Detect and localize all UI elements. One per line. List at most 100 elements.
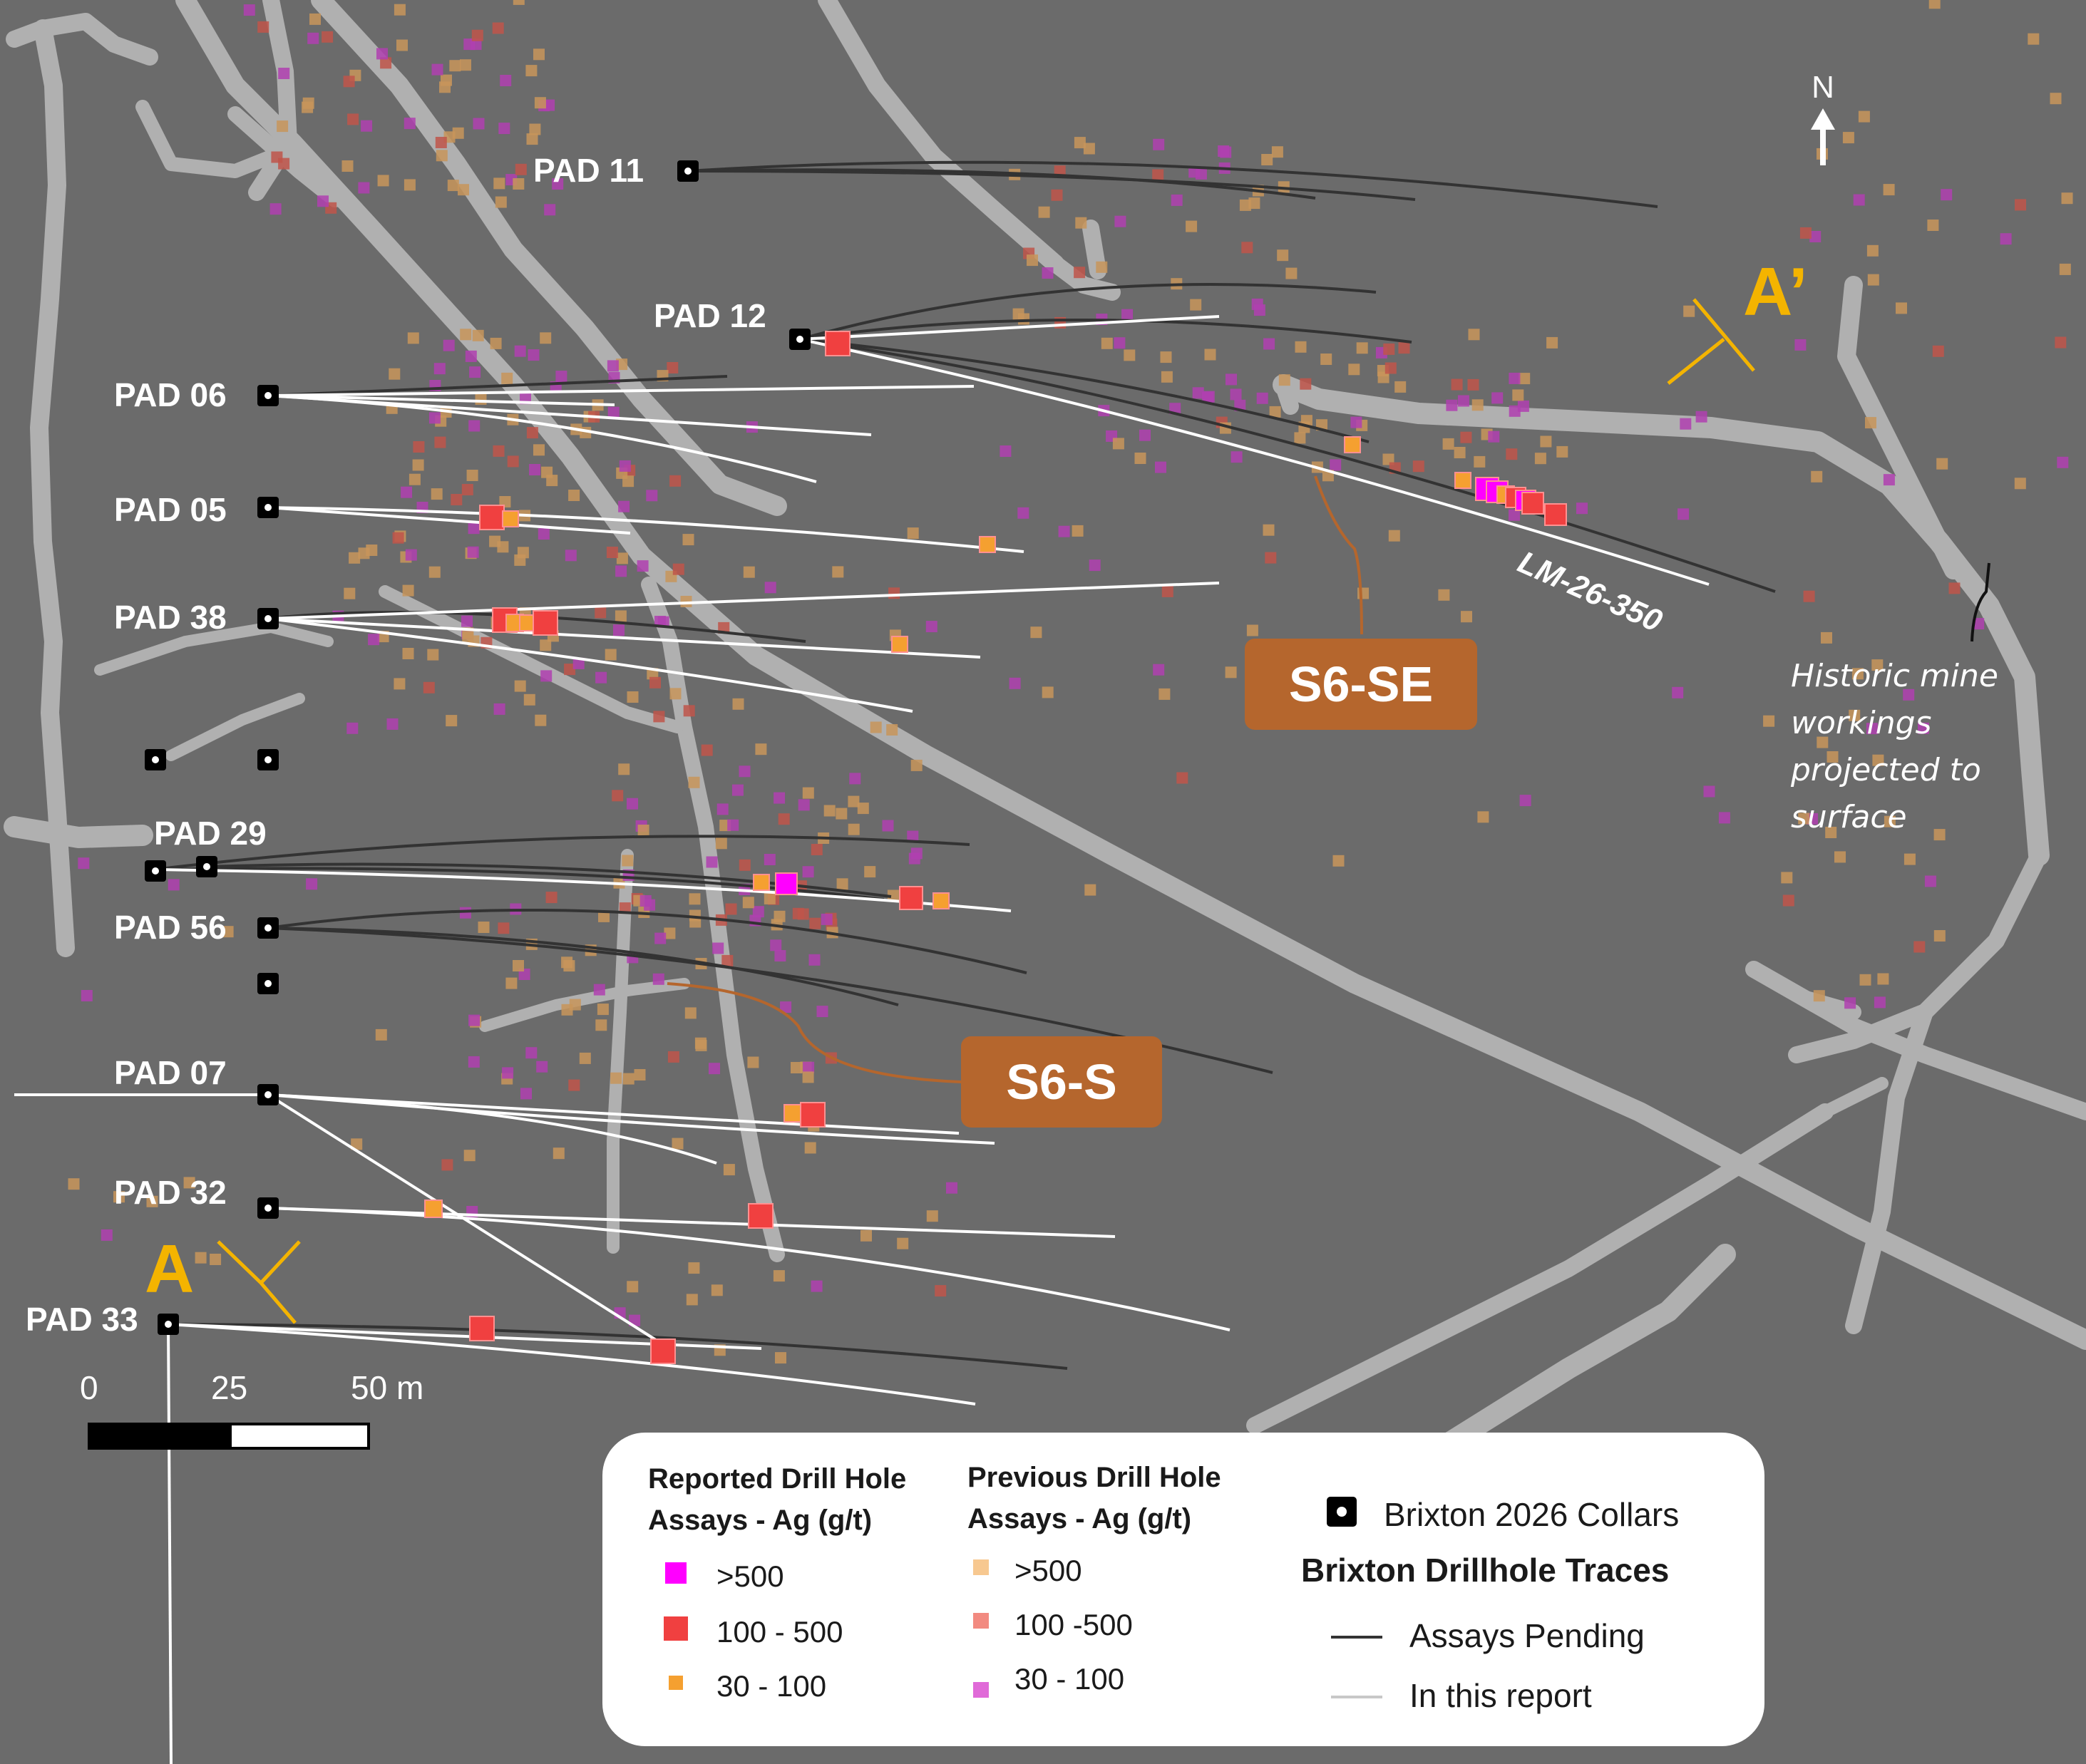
previous-assay [413, 441, 425, 453]
previous-assay [396, 39, 408, 51]
previous-assay [405, 549, 417, 561]
previous-assay [528, 349, 540, 361]
workings-segment [227, 106, 343, 207]
previous-assay [1826, 751, 1839, 763]
previous-assay [618, 763, 630, 775]
previous-assay [565, 550, 577, 562]
previous-assay [497, 541, 509, 553]
previous-assay [449, 60, 461, 72]
previous-assay [1683, 305, 1695, 317]
previous-assay [401, 486, 413, 498]
legend-trace-pending: Assays Pending [1409, 1617, 1645, 1654]
previous-assay [540, 332, 552, 344]
previous-assay [1519, 373, 1531, 385]
previous-assay [478, 922, 490, 933]
previous-assay [394, 4, 406, 16]
previous-assay [686, 1294, 698, 1306]
previous-assay [546, 475, 558, 487]
previous-assay [257, 21, 269, 33]
previous-assay [460, 329, 472, 341]
previous-assay [1844, 997, 1856, 1009]
pad-29-label: PAD 29 [154, 815, 267, 852]
previous-assay [434, 436, 446, 448]
previous-assay [572, 657, 585, 669]
previous-assay [1230, 388, 1242, 401]
reported-assay [783, 1104, 802, 1123]
workings-segment [6, 13, 158, 66]
previous-assay [469, 366, 481, 378]
previous-assay [1534, 453, 1546, 465]
previous-assay [849, 773, 861, 785]
legend-collar-symbol [1327, 1497, 1357, 1527]
previous-assay [1241, 242, 1253, 254]
collar-center [264, 504, 272, 511]
reported-assay [479, 505, 505, 530]
previous-assay [1474, 455, 1486, 468]
previous-assay [555, 371, 567, 383]
trace-reported [168, 1323, 976, 1405]
trace-reported [267, 582, 1220, 620]
collar-center [264, 615, 272, 622]
previous-assay [1896, 302, 1907, 314]
previous-assay [361, 120, 373, 132]
previous-assay [764, 582, 776, 594]
previous-assay [1546, 336, 1558, 349]
previous-assay [269, 203, 282, 215]
zone-s6-se-leader [1314, 475, 1363, 635]
previous-assay [836, 808, 848, 820]
previous-assay [804, 1142, 816, 1154]
pad-11-label: PAD 11 [533, 152, 644, 189]
previous-assay [1263, 524, 1275, 536]
previous-assay [1114, 215, 1126, 227]
previous-assay [803, 1061, 815, 1073]
previous-assay [1348, 363, 1360, 376]
previous-assay [1083, 143, 1095, 155]
previous-assay [514, 345, 526, 357]
previous-assay [791, 1062, 802, 1073]
previous-assay [775, 1352, 786, 1364]
previous-assay [568, 490, 580, 501]
previous-assay [278, 158, 290, 170]
previous-assay [821, 913, 833, 925]
previous-assay [672, 563, 684, 575]
reported-assay [533, 610, 558, 636]
previous-assay [473, 118, 485, 130]
previous-assay [1295, 341, 1307, 353]
previous-assay [610, 1072, 622, 1084]
previous-assay [727, 819, 739, 831]
trace-reported [267, 394, 817, 483]
previous-assay [1388, 530, 1400, 542]
previous-assay [1256, 392, 1268, 404]
previous-assay [755, 743, 767, 755]
previous-assay [721, 954, 734, 966]
legend-reported-title-line: Reported Drill Hole [648, 1463, 907, 1495]
previous-assay [597, 1004, 609, 1016]
previous-assay [1074, 137, 1086, 149]
previous-assay [616, 359, 628, 371]
collar-symbol [789, 329, 811, 350]
workings-segment [4, 816, 153, 848]
previous-assay [848, 795, 860, 808]
previous-assay [870, 721, 882, 733]
previous-assay [561, 1004, 573, 1016]
previous-assay [2061, 192, 2073, 205]
previous-assay [1781, 872, 1793, 884]
trace-reported [267, 1207, 1116, 1238]
previous-assay [1030, 626, 1042, 639]
previous-assay [2057, 456, 2069, 468]
previous-assay [495, 196, 507, 208]
previous-assay [1320, 354, 1332, 365]
previous-assay [210, 1254, 222, 1265]
legend-swatch-previous-100-500 [973, 1613, 989, 1629]
previous-assay [654, 932, 667, 944]
previous-assay [526, 427, 538, 439]
previous-assay [864, 866, 876, 878]
previous-assay [731, 784, 744, 796]
previous-assay [465, 350, 477, 362]
previous-assay [243, 4, 255, 16]
legend-swatch-reported-100-500 [664, 1616, 688, 1641]
previous-assay [1038, 206, 1050, 218]
previous-assay [389, 368, 401, 380]
previous-assay [561, 956, 573, 969]
previous-assay [857, 803, 869, 815]
